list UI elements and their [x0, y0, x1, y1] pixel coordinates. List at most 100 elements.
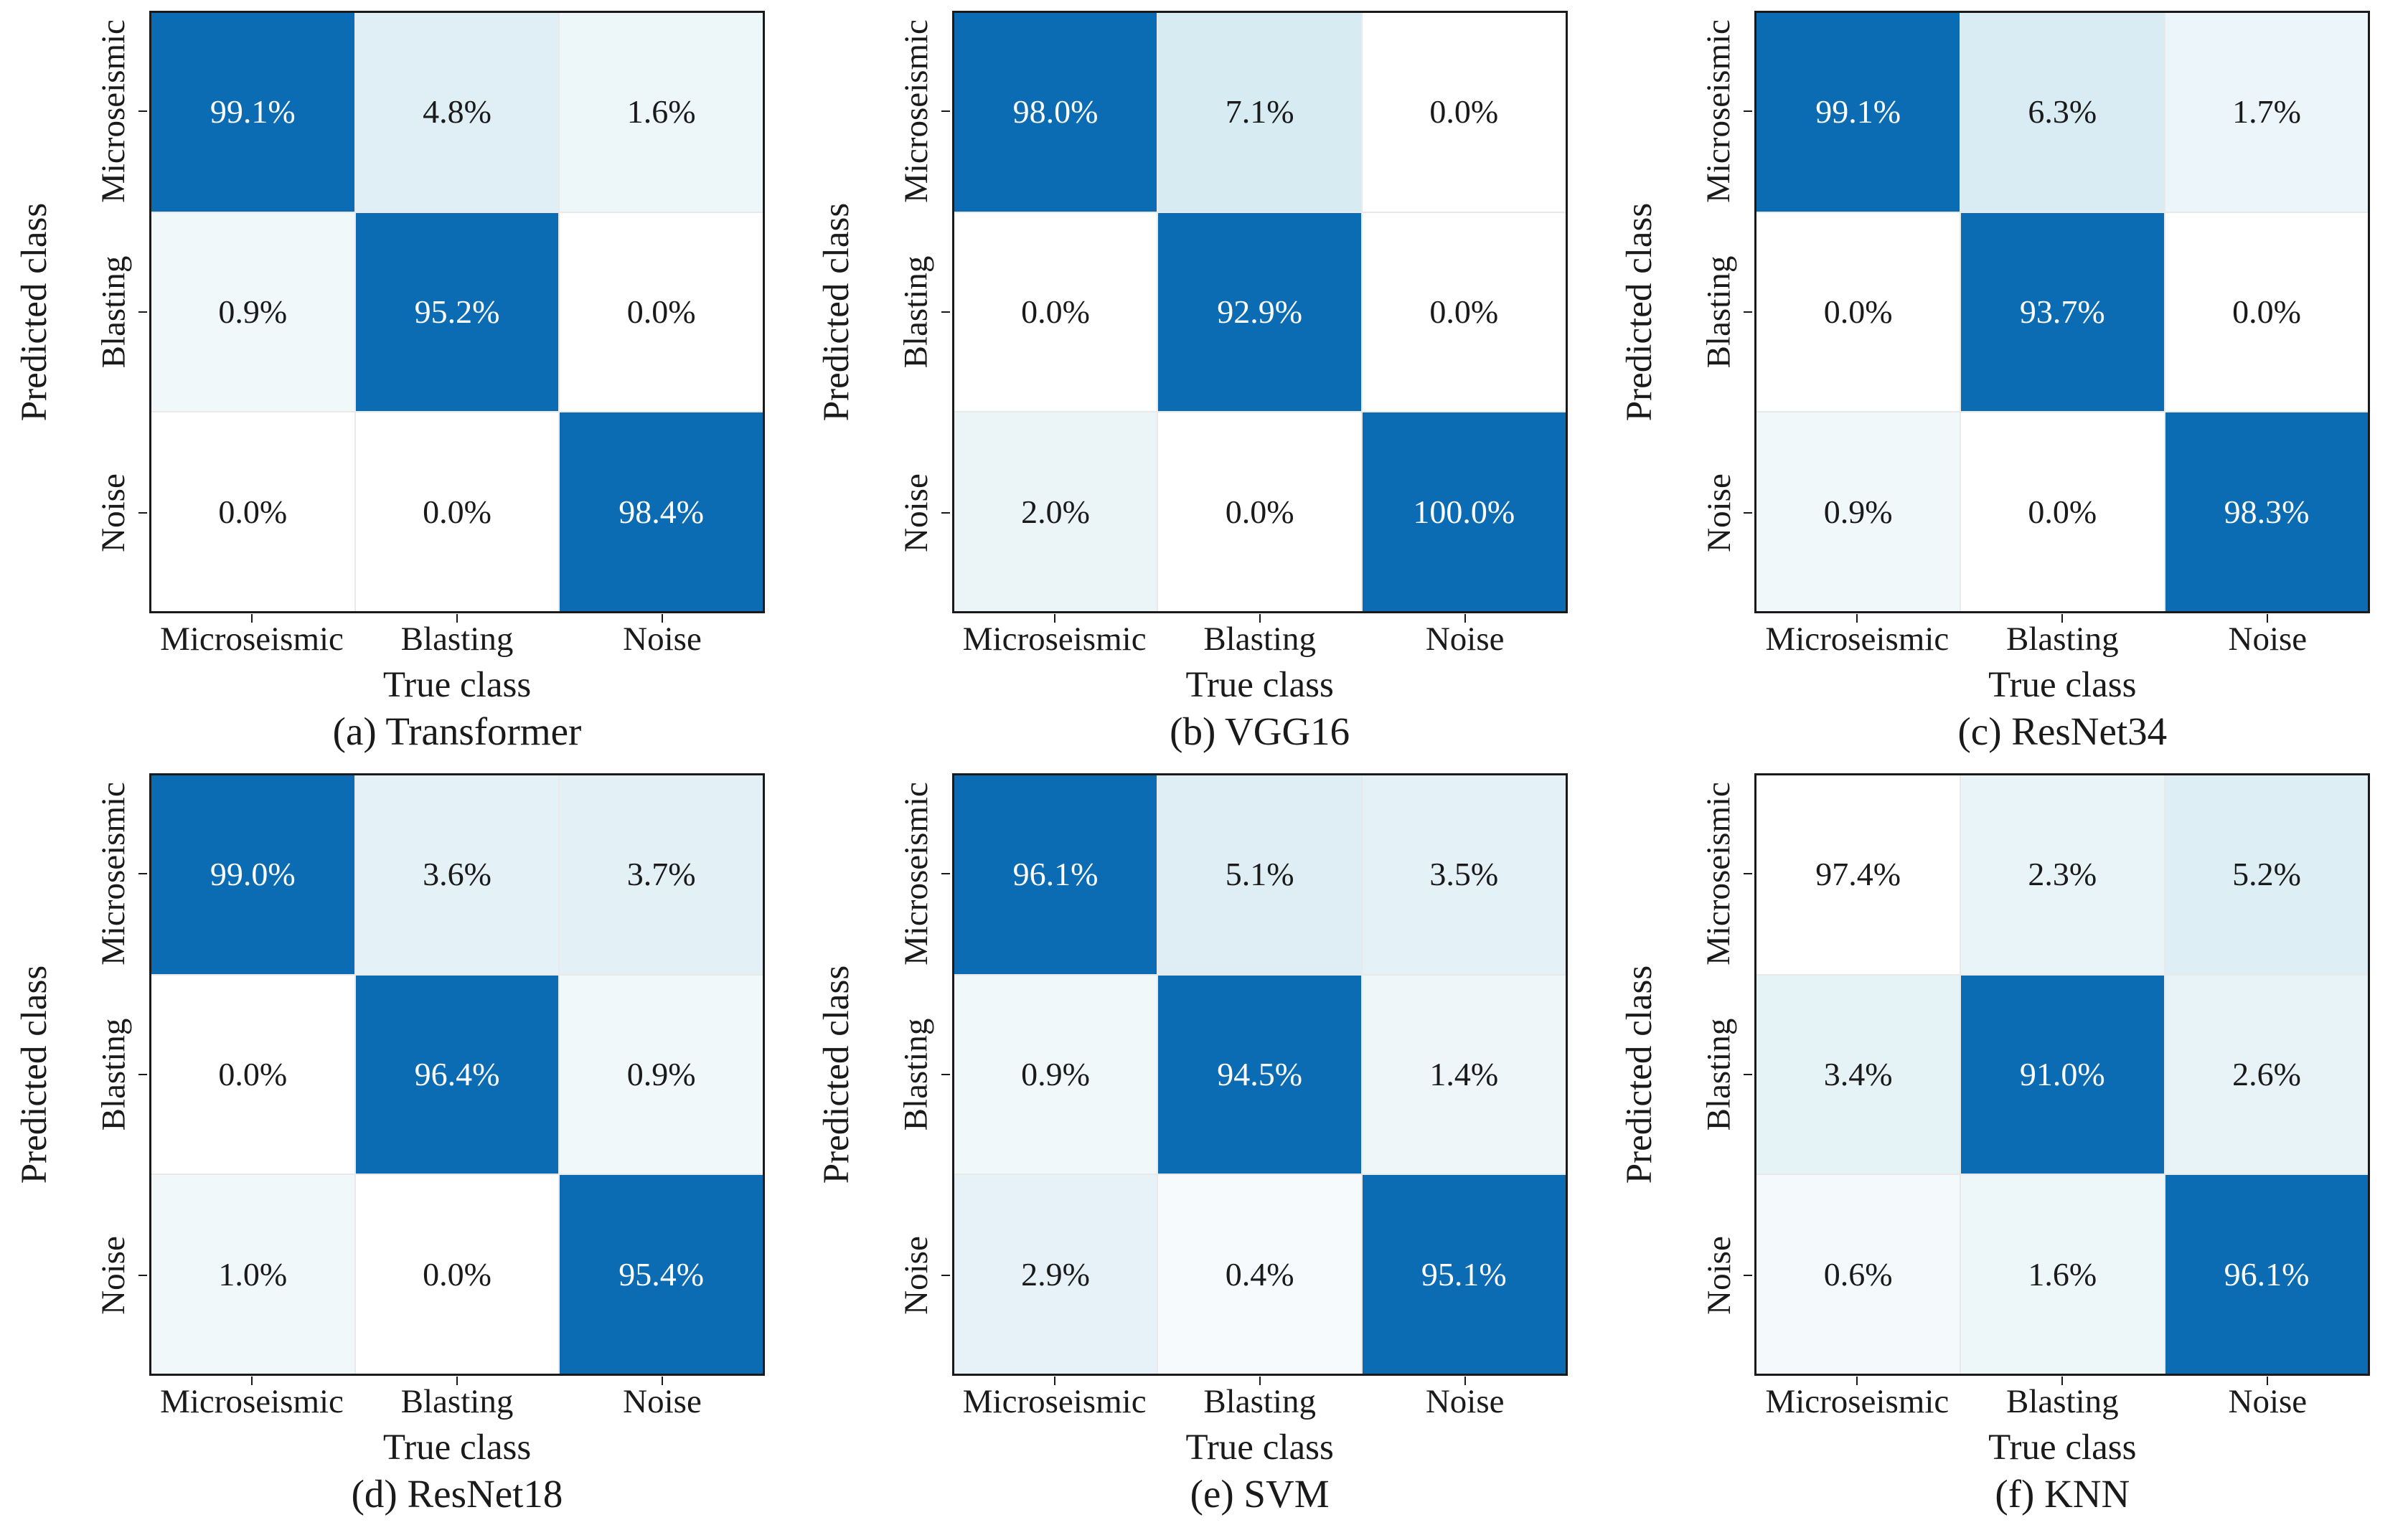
- cell-value: 3.6%: [423, 856, 492, 893]
- x-axis-title: True class: [382, 665, 532, 705]
- matrix-cell-r0-c0: 99.1%: [1756, 13, 1960, 212]
- cell-value: 0.9%: [1823, 493, 1893, 530]
- y-tick-labels: Microseismic Blasting Noise: [1690, 11, 1747, 613]
- cell-value: 3.7%: [626, 856, 696, 893]
- matrix-cell-r1-c1: 94.5%: [1158, 975, 1361, 1174]
- cell-value: 97.4%: [1815, 856, 1901, 893]
- cell-value: 91.0%: [2019, 1055, 2105, 1092]
- cell-value: 0.0%: [218, 1055, 288, 1092]
- y-tick-mark: [1744, 1275, 1753, 1276]
- x-axis-title: True class: [1185, 1427, 1334, 1468]
- cell-value: 0.0%: [423, 1255, 492, 1293]
- y-tick-mark: [941, 311, 950, 313]
- cell-value: 99.1%: [1815, 93, 1901, 131]
- y-tick-mark: [138, 1074, 147, 1075]
- matrix-grid: 99.1% 4.8% 1.6% 0.9% 95.2% 0.0% 0.0% 0.0% 98.4%: [149, 11, 765, 613]
- y-tick-mark: [1744, 512, 1753, 514]
- matrix-cell-r1-c2: 0.9%: [560, 975, 763, 1174]
- x-tick-label: Microseismic: [1765, 620, 1950, 658]
- cell-value: 0.0%: [2028, 493, 2097, 530]
- matrix-cell-r1-c1: 91.0%: [1960, 975, 2164, 1174]
- x-tick-labels: Microseismic Blasting Noise: [952, 623, 1568, 656]
- x-tick-labels: Microseismic Blasting Noise: [149, 1385, 765, 1419]
- cell-value: 0.0%: [1021, 293, 1090, 330]
- matrix-grid: 97.4% 2.3% 5.2% 3.4% 91.0% 2.6% 0.6% 1.6% 96.1%: [1754, 773, 2371, 1376]
- y-axis-title: Predicted class: [1611, 11, 1668, 613]
- x-tick-mark: [1259, 614, 1261, 623]
- cell-value: 1.4%: [1429, 1055, 1499, 1092]
- y-tick-mark: [138, 311, 147, 313]
- cell-value: 100.0%: [1413, 493, 1515, 530]
- y-tick-label: Noise: [1690, 412, 1747, 613]
- panel-caption: (e) SVM: [1190, 1472, 1330, 1516]
- matrix-cell-r0-c0: 96.1%: [954, 775, 1157, 974]
- matrix-cell-r0-c1: 7.1%: [1158, 13, 1361, 212]
- matrix-cell-r2-c2: 95.1%: [1362, 1175, 1566, 1374]
- matrix-cell-r2-c1: 1.6%: [1960, 1175, 2164, 1374]
- x-tick-label: Microseismic: [1765, 1383, 1950, 1420]
- y-tick-label: Noise: [888, 1175, 945, 1376]
- matrix-cell-r1-c0: 0.9%: [954, 975, 1157, 1174]
- x-tick-label: Noise: [623, 620, 702, 658]
- y-tick-label: Microseismic: [888, 773, 945, 974]
- matrix-cell-r2-c0: 2.0%: [954, 412, 1157, 611]
- y-tick-label: Blasting: [1690, 212, 1747, 412]
- y-tick-label-text: Microseismic: [95, 19, 132, 203]
- confusion-matrix-panel-e: Predicted class Microseismic Blasting Nois…: [803, 762, 1605, 1525]
- y-tick-label: Noise: [85, 1175, 142, 1376]
- y-tick-labels: Microseismic Blasting Noise: [85, 11, 142, 613]
- cell-value: 4.8%: [423, 93, 492, 131]
- matrix-grid: 96.1% 5.1% 3.5% 0.9% 94.5% 1.4% 2.9% 0.4% 95.1%: [951, 773, 1568, 1376]
- cell-value: 5.1%: [1225, 856, 1294, 893]
- y-tick-label: Noise: [1690, 1175, 1747, 1376]
- matrix-cell-r0-c1: 3.6%: [355, 775, 559, 974]
- x-tick-label: Microseismic: [962, 1383, 1147, 1420]
- x-tick-labels: Microseismic Blasting Noise: [952, 1385, 1568, 1419]
- x-tick-mark: [2061, 614, 2064, 623]
- cell-value: 3.4%: [1823, 1055, 1893, 1092]
- matrix-cell-r0-c1: 5.1%: [1158, 775, 1361, 974]
- cell-value: 0.0%: [2232, 293, 2301, 330]
- panel-caption: (b) VGG16: [1170, 709, 1350, 753]
- y-tick-label: Blasting: [85, 212, 142, 412]
- y-tick-mark: [138, 873, 147, 874]
- matrix-cell-r2-c0: 0.9%: [1756, 412, 1960, 611]
- matrix-cell-r0-c2: 3.7%: [560, 775, 763, 974]
- x-tick-mark: [2061, 1377, 2064, 1385]
- x-tick-mark: [1856, 614, 1858, 623]
- x-tick-labels: Microseismic Blasting Noise: [1754, 1385, 2370, 1419]
- cell-value: 95.1%: [1421, 1255, 1507, 1293]
- x-tick-mark: [456, 614, 458, 623]
- cell-value: 0.0%: [626, 293, 696, 330]
- x-tick-label: Blasting: [2005, 1383, 2119, 1420]
- y-tick-labels: Microseismic Blasting Noise: [888, 773, 945, 1376]
- matrix-cell-r2-c1: 0.4%: [1158, 1175, 1361, 1374]
- y-axis-title-text: Predicted class: [817, 965, 857, 1184]
- cell-value: 5.2%: [2232, 856, 2301, 893]
- y-tick-label: Noise: [888, 412, 945, 613]
- x-tick-mark: [2267, 1377, 2269, 1385]
- matrix-cell-r0-c0: 99.0%: [151, 775, 354, 974]
- matrix-cell-r1-c2: 1.4%: [1362, 975, 1566, 1174]
- y-tick-mark: [941, 512, 950, 514]
- y-tick-label-text: Blasting: [95, 255, 132, 369]
- matrix-cell-r1-c0: 0.0%: [1756, 212, 1960, 412]
- x-tick-mark: [1464, 1377, 1466, 1385]
- x-tick-mark: [456, 1377, 458, 1385]
- confusion-matrix-panel-b: Predicted class Microseismic Blasting Nois…: [803, 0, 1605, 762]
- y-tick-mark: [941, 1275, 950, 1276]
- matrix-grid: 99.1% 6.3% 1.7% 0.0% 93.7% 0.0% 0.9% 0.0% 98.3%: [1754, 11, 2371, 613]
- y-axis-title: Predicted class: [809, 11, 866, 613]
- matrix-cell-r2-c1: 0.0%: [1158, 412, 1361, 611]
- x-tick-label: Blasting: [400, 1383, 514, 1420]
- y-tick-mark: [941, 110, 950, 112]
- cell-value: 3.5%: [1429, 856, 1499, 893]
- matrix-cell-r1-c0: 0.9%: [151, 212, 354, 412]
- matrix-cell-r1-c1: 95.2%: [355, 212, 559, 412]
- cell-value: 96.4%: [414, 1055, 500, 1092]
- matrix-cell-r2-c2: 96.1%: [2165, 1175, 2369, 1374]
- matrix-cell-r1-c2: 0.0%: [560, 212, 763, 412]
- y-tick-label-text: Noise: [897, 1236, 935, 1315]
- matrix-cell-r1-c0: 3.4%: [1756, 975, 1960, 1174]
- cell-value: 1.7%: [2232, 93, 2301, 131]
